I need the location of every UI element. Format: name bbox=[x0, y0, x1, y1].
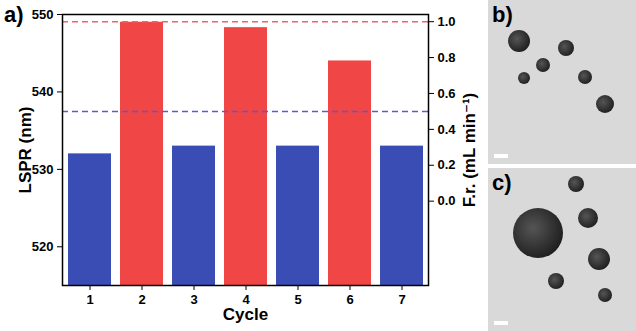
svg-text:LSPR (nm): LSPR (nm) bbox=[16, 107, 35, 194]
svg-text:1: 1 bbox=[86, 292, 93, 307]
svg-text:5: 5 bbox=[294, 292, 301, 307]
svg-text:F.r. (mL min⁻¹): F.r. (mL min⁻¹) bbox=[460, 93, 479, 207]
svg-text:1.0: 1.0 bbox=[438, 14, 456, 29]
svg-text:0.8: 0.8 bbox=[438, 50, 456, 65]
svg-text:7: 7 bbox=[398, 292, 405, 307]
svg-text:4: 4 bbox=[242, 291, 250, 307]
svg-text:540: 540 bbox=[32, 84, 54, 99]
html-text:b): b) bbox=[492, 2, 513, 27]
svg-text:6: 6 bbox=[346, 292, 353, 307]
svg-text:0.6: 0.6 bbox=[438, 86, 456, 101]
svg-text:520: 520 bbox=[32, 239, 54, 254]
svg-text:2: 2 bbox=[138, 292, 145, 307]
svg-text:3: 3 bbox=[190, 292, 197, 307]
html-text:c): c) bbox=[492, 169, 512, 195]
svg-text:550: 550 bbox=[32, 7, 54, 22]
svg-text:0.4: 0.4 bbox=[438, 122, 457, 137]
svg-text:530: 530 bbox=[32, 162, 54, 177]
svg-text:Cycle: Cycle bbox=[223, 305, 268, 324]
svg-text:0.0: 0.0 bbox=[438, 193, 456, 208]
html-text:a): a) bbox=[4, 2, 24, 27]
svg-text:0.2: 0.2 bbox=[438, 157, 456, 172]
